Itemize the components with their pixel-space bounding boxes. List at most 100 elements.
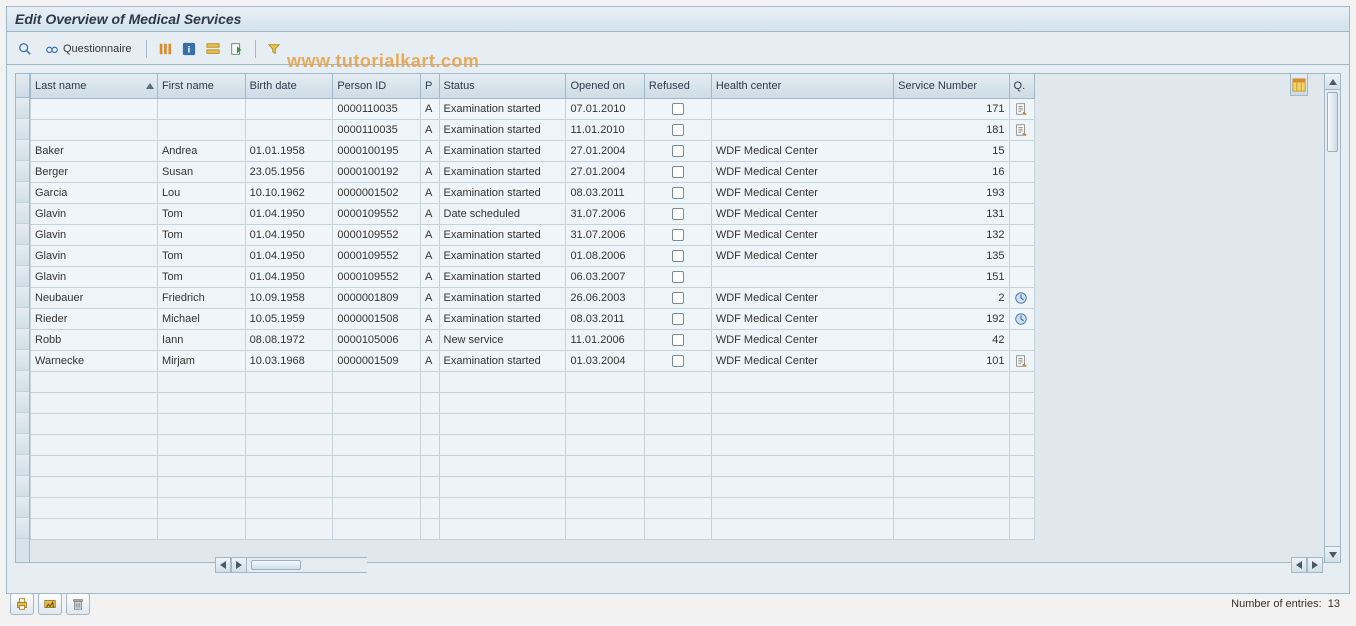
row-header[interactable] xyxy=(16,497,29,518)
column-header-status[interactable]: Status xyxy=(439,74,566,98)
column-header-last_name[interactable]: Last name xyxy=(31,74,158,98)
hscroll-left-button[interactable] xyxy=(215,557,231,573)
row-header[interactable] xyxy=(16,140,29,161)
refused-checkbox[interactable] xyxy=(672,229,684,241)
hscroll-thumb[interactable] xyxy=(251,560,301,570)
row-header[interactable] xyxy=(16,203,29,224)
refused-checkbox[interactable] xyxy=(672,334,684,346)
row-header[interactable] xyxy=(16,98,29,119)
table-row[interactable]: GlavinTom01.04.19500000109552AExaminatio… xyxy=(31,245,1035,266)
cell-service_number: 42 xyxy=(894,329,1009,350)
table-row[interactable]: GlavinTom01.04.19500000109552AExaminatio… xyxy=(31,224,1035,245)
row-header[interactable] xyxy=(16,224,29,245)
cell-last_name: Garcia xyxy=(31,182,158,203)
print-button[interactable] xyxy=(10,593,34,615)
column-header-opened_on[interactable]: Opened on xyxy=(566,74,644,98)
row-header[interactable] xyxy=(16,392,29,413)
refused-checkbox[interactable] xyxy=(672,355,684,367)
hscroll-left-button-2[interactable] xyxy=(1291,557,1307,573)
column-header-health_center[interactable]: Health center xyxy=(711,74,893,98)
cell-opened_on: 27.01.2004 xyxy=(566,140,644,161)
filter-icon[interactable] xyxy=(264,39,284,59)
row-header[interactable] xyxy=(16,455,29,476)
table-settings-icon[interactable] xyxy=(1290,74,1308,96)
refused-checkbox[interactable] xyxy=(672,145,684,157)
clock-icon[interactable] xyxy=(1009,287,1034,308)
scroll-up-button[interactable] xyxy=(1325,74,1340,90)
cell-person_id: 0000110035 xyxy=(333,98,421,119)
column-header-birth_date[interactable]: Birth date xyxy=(245,74,333,98)
row-header[interactable] xyxy=(16,245,29,266)
questionnaire-button[interactable]: Questionnaire xyxy=(39,38,138,60)
hscroll-right-button-2[interactable] xyxy=(1307,557,1323,573)
row-header[interactable] xyxy=(16,518,29,539)
hscroll-row xyxy=(15,557,1341,573)
row-header[interactable] xyxy=(16,161,29,182)
refused-checkbox[interactable] xyxy=(672,313,684,325)
row-header[interactable] xyxy=(16,434,29,455)
refused-checkbox[interactable] xyxy=(672,187,684,199)
row-header[interactable] xyxy=(16,371,29,392)
hscroll-track[interactable] xyxy=(247,557,367,573)
doc-icon[interactable] xyxy=(1009,350,1034,371)
cell-person_id: 0000001809 xyxy=(333,287,421,308)
refused-checkbox[interactable] xyxy=(672,271,684,283)
delete-button[interactable] xyxy=(66,593,90,615)
table-row[interactable]: 0000110035AExamination started07.01.2010… xyxy=(31,98,1035,119)
row-header[interactable] xyxy=(16,266,29,287)
row-header[interactable] xyxy=(16,413,29,434)
scroll-track[interactable] xyxy=(1325,90,1340,546)
clock-icon[interactable] xyxy=(1009,308,1034,329)
column-header-p[interactable]: P xyxy=(421,74,439,98)
row-header[interactable] xyxy=(16,308,29,329)
table-row[interactable]: GlavinTom01.04.19500000109552ADate sched… xyxy=(31,203,1035,224)
export-icon[interactable] xyxy=(227,39,247,59)
scroll-thumb[interactable] xyxy=(1327,92,1338,152)
cell-first_name: Andrea xyxy=(157,140,245,161)
doc-icon[interactable] xyxy=(1009,98,1034,119)
table-row[interactable]: 0000110035AExamination started11.01.2010… xyxy=(31,119,1035,140)
table-row[interactable]: WarneckeMirjam10.03.19680000001509AExami… xyxy=(31,350,1035,371)
vertical-scrollbar[interactable] xyxy=(1324,74,1340,562)
column-header-service_number[interactable]: Service Number xyxy=(894,74,1009,98)
cell-health_center: WDF Medical Center xyxy=(711,161,893,182)
row-header[interactable] xyxy=(16,119,29,140)
row-header-corner[interactable] xyxy=(16,74,29,98)
cell-last_name: Baker xyxy=(31,140,158,161)
table-row[interactable]: RiederMichael10.05.19590000001508AExamin… xyxy=(31,308,1035,329)
refused-checkbox[interactable] xyxy=(672,208,684,220)
column-header-q[interactable]: Q. xyxy=(1009,74,1034,98)
cell-birth_date xyxy=(245,119,333,140)
table-row[interactable]: BergerSusan23.05.19560000100192AExaminat… xyxy=(31,161,1035,182)
refused-checkbox[interactable] xyxy=(672,292,684,304)
row-header[interactable] xyxy=(16,476,29,497)
process-button[interactable] xyxy=(38,593,62,615)
column-config-icon[interactable] xyxy=(155,39,175,59)
app-window: Edit Overview of Medical Services Questi… xyxy=(6,6,1350,594)
table-row[interactable]: RobbIann08.08.19720000105006ANew service… xyxy=(31,329,1035,350)
doc-icon[interactable] xyxy=(1009,119,1034,140)
column-header-refused[interactable]: Refused xyxy=(644,74,711,98)
table-row[interactable]: BakerAndrea01.01.19580000100195AExaminat… xyxy=(31,140,1035,161)
cell-service_number: 192 xyxy=(894,308,1009,329)
refused-checkbox[interactable] xyxy=(672,103,684,115)
refused-checkbox[interactable] xyxy=(672,124,684,136)
table-row[interactable]: GarciaLou10.10.19620000001502AExaminatio… xyxy=(31,182,1035,203)
row-header[interactable] xyxy=(16,350,29,371)
hscroll-right-button[interactable] xyxy=(231,557,247,573)
cell-birth_date: 23.05.1956 xyxy=(245,161,333,182)
cell-health_center xyxy=(711,98,893,119)
info-icon[interactable]: i xyxy=(179,39,199,59)
column-header-first_name[interactable]: First name xyxy=(157,74,245,98)
row-header[interactable] xyxy=(16,329,29,350)
refused-checkbox[interactable] xyxy=(672,166,684,178)
table-row[interactable]: NeubauerFriedrich10.09.19580000001809AEx… xyxy=(31,287,1035,308)
table-row[interactable]: GlavinTom01.04.19500000109552AExaminatio… xyxy=(31,266,1035,287)
row-header[interactable] xyxy=(16,287,29,308)
column-header-person_id[interactable]: Person ID xyxy=(333,74,421,98)
search-icon[interactable] xyxy=(15,39,35,59)
refused-checkbox[interactable] xyxy=(672,250,684,262)
row-header[interactable] xyxy=(16,182,29,203)
layout-icon[interactable] xyxy=(203,39,223,59)
cell-first_name: Iann xyxy=(157,329,245,350)
